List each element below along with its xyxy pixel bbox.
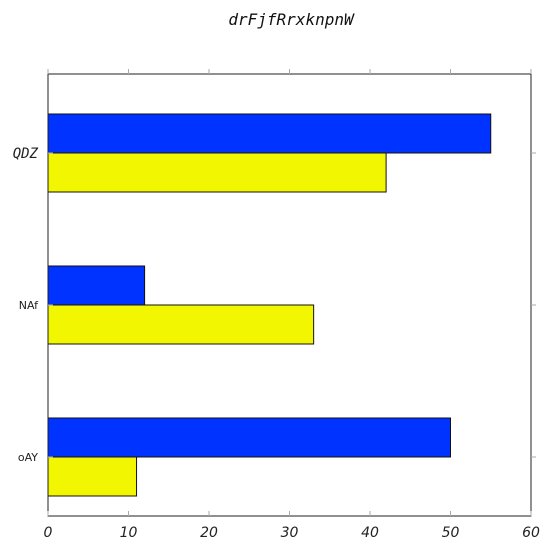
bar-QDZ-series-1	[47, 113, 492, 154]
x-tick-labels: 0 10 20 30 40 50 60	[44, 525, 540, 541]
x-tick-label: 20	[200, 525, 218, 541]
bar-QDZ-series-2	[47, 152, 387, 193]
x-tick-label: 0	[44, 525, 53, 541]
x-tick-label: 10	[120, 525, 138, 541]
bar-oAY-series-2	[47, 456, 138, 497]
x-tick-label: 40	[361, 525, 379, 541]
bars-layer	[47, 113, 492, 497]
y-tick-label-QDZ: QDZ	[13, 146, 39, 162]
bar-oAY-series-1	[47, 417, 451, 458]
axis-ticks-layer	[47, 69, 536, 516]
y-tick-label-oAY: oAY	[18, 451, 38, 464]
y-tick-labels: QDZ NAf oAY	[13, 146, 39, 464]
x-tick-label: 60	[522, 525, 540, 541]
chart-title: drFjfRrxknpnW	[228, 10, 355, 29]
x-tick-label: 30	[281, 525, 299, 541]
bar-NAf-series-2	[47, 304, 315, 345]
x-tick-label: 50	[442, 525, 460, 541]
bar-NAf-series-1	[47, 265, 146, 306]
y-tick-label-NAf: NAf	[19, 299, 39, 312]
